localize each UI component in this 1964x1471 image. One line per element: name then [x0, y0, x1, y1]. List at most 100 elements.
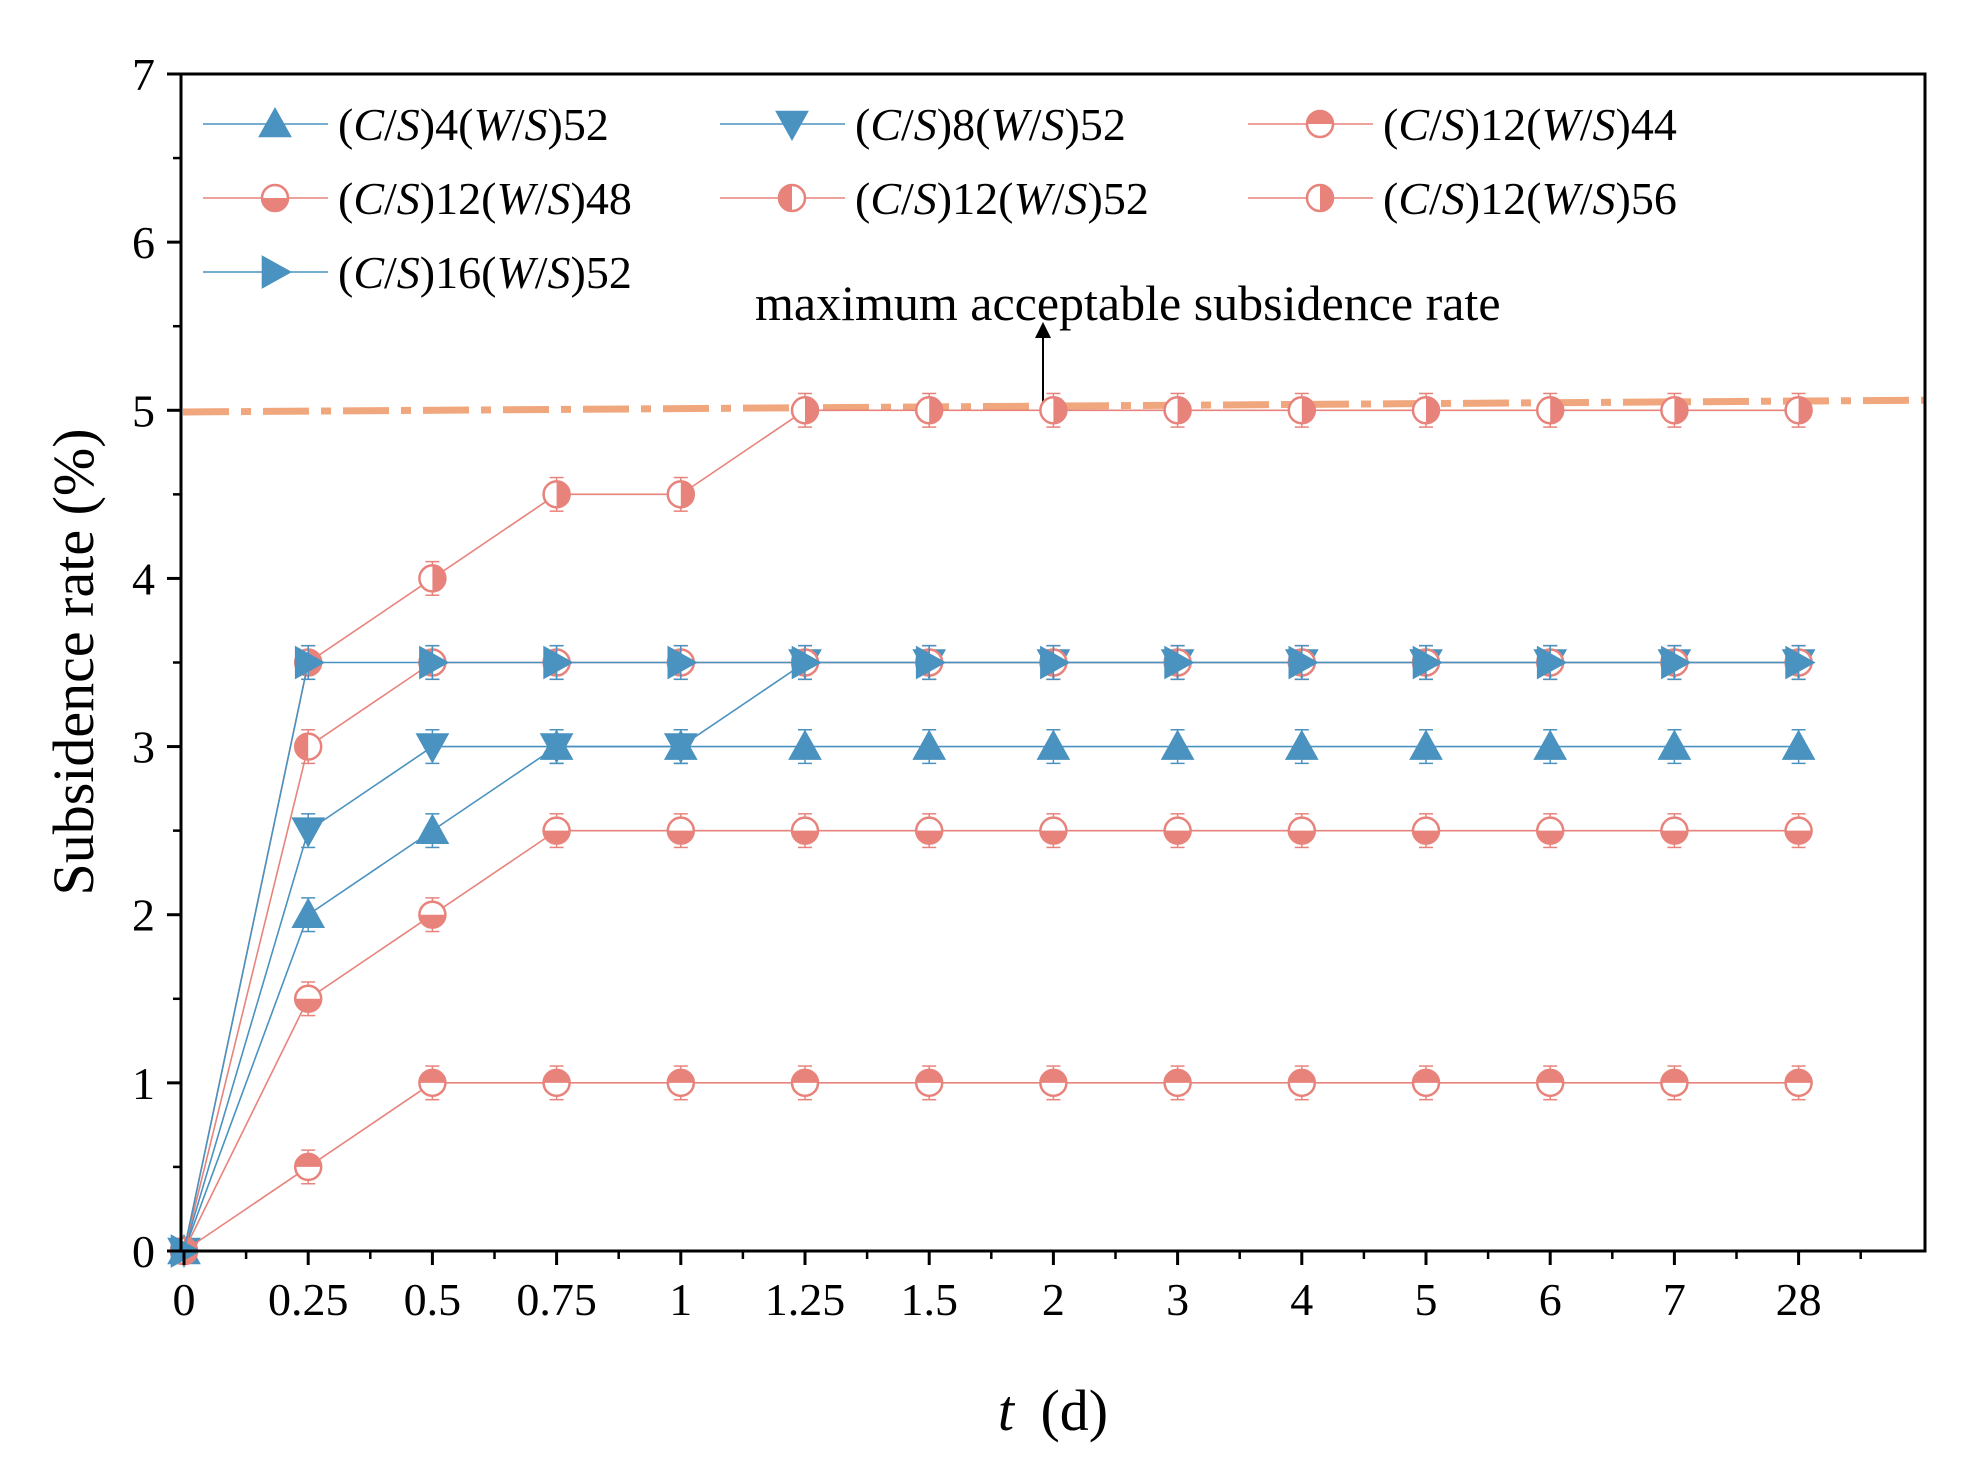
reference-line-label: maximum acceptable subsidence rate [755, 275, 1501, 331]
marker-half-fill [295, 733, 309, 760]
marker-half-fill [1661, 830, 1688, 844]
y-tick-label: 2 [132, 890, 155, 941]
marker-half-fill [929, 397, 943, 424]
marker-triangle [912, 729, 947, 760]
x-tick-label: 0.5 [404, 1274, 462, 1325]
marker-half-fill [779, 185, 792, 211]
marker-half-fill [1177, 397, 1191, 424]
data-point [1784, 816, 1813, 845]
x-tick-label: 1.5 [900, 1274, 958, 1325]
data-point [1284, 729, 1319, 760]
data-point [1660, 816, 1689, 845]
legend-label: (C/S)8(W/S)52 [855, 99, 1126, 150]
x-tick-label: 7 [1663, 1274, 1686, 1325]
x-tick-label: 1.25 [765, 1274, 846, 1325]
data-point [291, 897, 326, 929]
legend-item-4: (C/S)12(W/S)52 [720, 173, 1149, 224]
legend-swatch-marker [258, 106, 292, 138]
legend-item-2: (C/S)12(W/S)44 [1248, 99, 1677, 150]
data-point [1660, 1068, 1689, 1098]
y-tick-label: 6 [132, 217, 155, 268]
series-line [183, 661, 1799, 1252]
marker-half-fill [1426, 397, 1440, 424]
data-point [293, 732, 323, 761]
x-tick-label: 4 [1290, 1274, 1313, 1325]
data-point [418, 900, 447, 929]
data-point [788, 729, 822, 760]
marker-half-fill [1040, 1069, 1067, 1083]
data-point [1784, 1068, 1813, 1098]
data-point [914, 396, 944, 425]
data-point [1160, 729, 1195, 760]
data-point [1657, 729, 1692, 760]
x-tick-label: 3 [1166, 1274, 1189, 1325]
data-point [790, 396, 820, 425]
data-point [1036, 729, 1071, 760]
data-point [293, 984, 323, 1014]
axes-layer: 0 1 2 3 4 5 6 7 0 0.25 0.5 0.75 1 1.25 1.5 2 3 4 5 6 7 28 [132, 49, 1862, 1325]
data-point [1781, 729, 1816, 760]
data-point [915, 645, 947, 680]
marker-triangle [915, 645, 947, 680]
data-point [1039, 396, 1068, 425]
data-point [1409, 729, 1443, 760]
data-point [667, 645, 698, 680]
legend-swatch-marker [1305, 183, 1335, 213]
marker-triangle [415, 733, 450, 764]
legend-label: (C/S)12(W/S)56 [1383, 173, 1677, 224]
series-4 [169, 644, 1813, 1266]
marker-half-fill [792, 1069, 818, 1083]
series-0 [167, 729, 1816, 1265]
marker-half-fill [432, 565, 446, 592]
y-tick-label: 3 [132, 722, 155, 773]
data-point [1287, 816, 1317, 845]
marker-half-fill [262, 198, 288, 211]
data-point [291, 817, 326, 848]
marker-half-fill [1550, 397, 1564, 424]
data-point [415, 813, 450, 844]
x-axis-title-variable: t [998, 1378, 1016, 1443]
marker-half-fill [1053, 397, 1067, 424]
marker-triangle [419, 645, 450, 680]
series-line [183, 409, 1799, 1252]
data-point [1535, 396, 1565, 425]
legend-item-6: (C/S)16(W/S)52 [203, 247, 632, 298]
data-point [1164, 645, 1195, 680]
marker-half-fill [1674, 397, 1688, 424]
data-point [1535, 816, 1565, 845]
marker-half-fill [680, 481, 694, 508]
legend-label: (C/S)4(W/S)52 [338, 99, 609, 150]
data-point [1785, 645, 1816, 680]
series-2 [169, 1065, 1813, 1266]
marker-triangle [1160, 729, 1195, 760]
data-point [293, 1152, 323, 1182]
marker-half-fill [916, 1069, 943, 1083]
data-point [1533, 729, 1568, 760]
legend-label: (C/S)12(W/S)44 [1383, 99, 1677, 150]
series-line [183, 1082, 1799, 1252]
legend-label: (C/S)16(W/S)52 [338, 247, 632, 298]
y-axis-title: Subsidence rate (%) [41, 428, 106, 895]
marker-triangle [1036, 729, 1071, 760]
data-point [666, 816, 696, 845]
marker-triangle [1657, 729, 1692, 760]
marker-half-fill [667, 830, 694, 844]
data-point [1535, 1068, 1565, 1098]
marker-half-fill [543, 1069, 570, 1083]
marker-triangle [1412, 645, 1444, 680]
marker-half-fill [1164, 830, 1191, 844]
marker-half-fill [916, 830, 943, 844]
series-3 [169, 813, 1813, 1266]
data-point [1163, 816, 1192, 845]
data-point [912, 729, 947, 760]
data-point [1661, 645, 1692, 680]
legend-swatch-marker [261, 255, 293, 289]
data-point [914, 816, 944, 845]
marker-half-fill [792, 830, 818, 844]
marker-triangle [667, 645, 698, 680]
data-point [663, 733, 698, 764]
data-point [1660, 396, 1689, 425]
data-point [294, 645, 326, 680]
marker-half-fill [1413, 830, 1439, 844]
x-tick-label: 1 [669, 1274, 692, 1325]
